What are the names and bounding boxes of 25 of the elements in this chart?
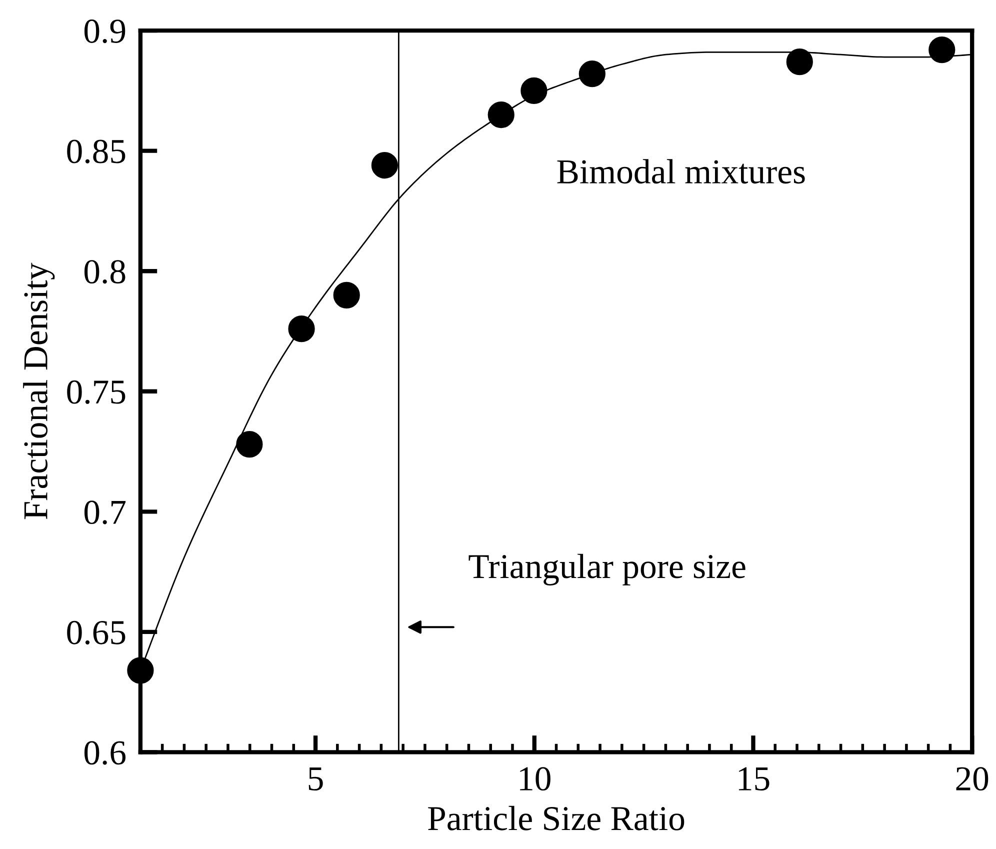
y-tick-label: 0.7 — [84, 500, 126, 524]
point — [786, 48, 813, 76]
y-tick-label: 0.75 — [67, 380, 126, 404]
x-tick-label: 15 — [738, 767, 770, 791]
annotation: Bimodal mixtures — [557, 159, 805, 184]
point — [236, 431, 263, 458]
x-axis-title: Particle Size Ratio — [428, 806, 684, 830]
y-tick-label: 0.9 — [84, 20, 126, 44]
ref-line-label: Triangular pore size — [468, 554, 746, 586]
point — [127, 657, 154, 684]
point — [288, 316, 315, 342]
point — [488, 101, 514, 128]
y-tick-label: 0.65 — [67, 620, 126, 644]
point — [371, 152, 398, 179]
y-axis-title: Fractional Density — [23, 262, 55, 520]
x-tick-label: 10 — [520, 767, 550, 791]
y-tick-label: 0.6 — [84, 741, 126, 765]
point — [928, 36, 956, 64]
point — [578, 60, 606, 88]
x-tick-label: 5 — [308, 767, 323, 791]
x-tick-label: 20 — [956, 767, 988, 791]
point — [520, 77, 548, 104]
y-tick-label: 0.85 — [67, 140, 126, 164]
y-tick-label: 0.8 — [84, 260, 126, 284]
point — [333, 282, 360, 308]
